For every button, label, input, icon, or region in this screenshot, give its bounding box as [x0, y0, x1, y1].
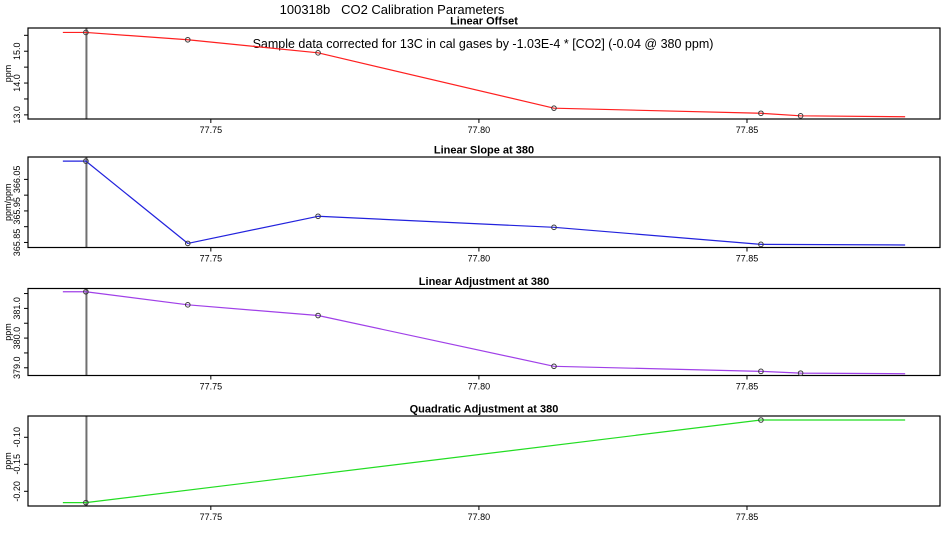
data-point-marker: [83, 158, 89, 164]
data-point-marker: [315, 312, 321, 319]
series-line: [62, 419, 906, 504]
y-axis-label: ppm: [3, 65, 13, 83]
y-tick-label: 379.0: [12, 357, 22, 380]
y-tick-label: 365.85: [12, 229, 22, 257]
plot-box: [27, 156, 941, 249]
series-line: [62, 31, 906, 118]
plot-box: [27, 287, 941, 377]
data-point-marker: [184, 36, 191, 43]
x-tick-label: 77.80: [468, 382, 491, 392]
panel-title: Linear Slope at 380: [434, 145, 534, 157]
figure-title: 100318b CO2 Calibration Parameters: [280, 2, 505, 17]
data-point-marker: [758, 368, 764, 375]
calibration-annotation: Sample data corrected for 13C in cal gas…: [253, 37, 714, 51]
x-tick-label: 77.85: [736, 512, 759, 522]
data-point-marker: [758, 110, 764, 117]
data-point-marker: [797, 113, 804, 119]
y-tick-label: -0.20: [12, 481, 22, 502]
x-tick-label: 77.80: [468, 125, 491, 135]
data-point-marker: [83, 499, 89, 506]
x-tick-label: 77.75: [200, 512, 223, 522]
plot-box: [27, 415, 941, 507]
panel-linear-offset: 13.0 14.0 15.0 77.75 77.80 77.85 ppm Linear Off…: [3, 16, 941, 135]
panels-group: 13.0 14.0 15.0 77.75 77.80 77.85 ppm Linear Off…: [3, 16, 941, 522]
panel-linear-slope: 365.85 365.95 366.05 77.75 77.80 77.85 ppm/ppm…: [3, 145, 941, 264]
series-line: [62, 160, 906, 246]
plot-box: [27, 27, 941, 120]
data-point-marker: [758, 417, 764, 423]
y-axis-label: ppm: [3, 452, 13, 470]
x-tick-label: 77.80: [468, 512, 491, 522]
y-tick-label: -0.15: [12, 454, 22, 475]
y-tick-label: 14.0: [12, 74, 22, 92]
panel-quadratic-adjustment: -0.20 -0.15 -0.10 77.75 77.80 77.85 ppm Quadrat…: [3, 404, 941, 522]
y-tick-label: 365.95: [12, 197, 22, 225]
y-axis-label: ppm/ppm: [3, 183, 13, 221]
x-tick-label: 77.75: [200, 382, 223, 392]
series-line: [62, 291, 906, 375]
y-tick-label: 15.0: [12, 42, 22, 60]
data-point-marker: [551, 105, 557, 111]
data-point-marker: [83, 288, 89, 295]
data-point-marker: [315, 213, 321, 220]
y-tick-label: 380.0: [12, 327, 22, 350]
y-axis-label: ppm: [3, 323, 13, 341]
x-tick-label: 77.75: [200, 125, 223, 135]
panel-title: Linear Adjustment at 380: [419, 276, 549, 288]
data-point-marker: [83, 29, 89, 36]
x-tick-label: 77.75: [200, 254, 223, 264]
data-point-marker: [184, 240, 191, 247]
x-tick-label: 77.85: [736, 125, 759, 135]
data-point-marker: [797, 370, 804, 376]
x-tick-label: 77.85: [736, 254, 759, 264]
x-tick-label: 77.85: [736, 382, 759, 392]
data-point-marker: [315, 50, 321, 56]
data-point-marker: [758, 241, 764, 248]
panel-title: Quadratic Adjustment at 380: [410, 404, 559, 416]
y-tick-label: 366.05: [12, 166, 22, 194]
y-tick-label: 13.0: [12, 106, 22, 124]
x-tick-label: 77.80: [468, 254, 491, 264]
data-point-marker: [184, 302, 191, 308]
panel-title: Linear Offset: [450, 16, 518, 28]
y-tick-label: -0.10: [12, 427, 22, 448]
y-tick-label: 381.0: [12, 297, 22, 320]
data-point-marker: [551, 224, 557, 231]
data-point-marker: [551, 363, 557, 370]
panel-linear-adjustment: 379.0 380.0 381.0 77.75 77.80 77.85 ppm Linear …: [3, 276, 941, 392]
